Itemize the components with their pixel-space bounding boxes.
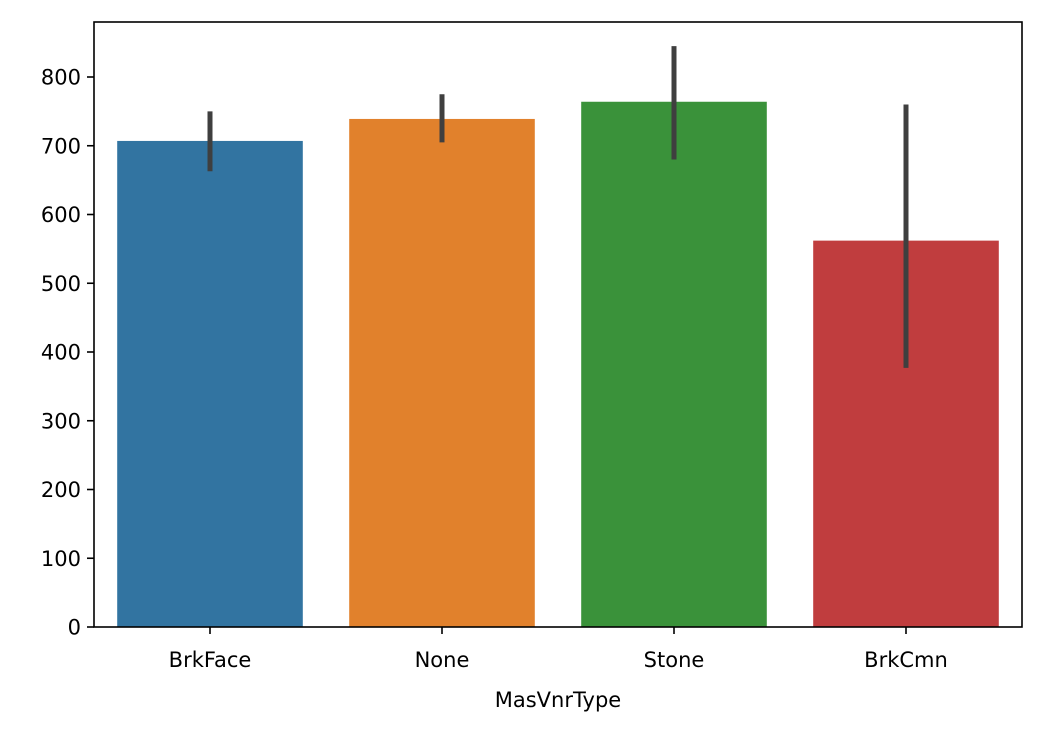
y-tick-label: 600 [41,203,81,227]
bar-stone [581,101,767,627]
x-tick-label: Stone [644,648,705,672]
y-tick-label: 0 [68,616,81,640]
bar-brkface [117,140,303,627]
x-tick-label: BrkFace [169,648,252,672]
x-axis-title: MasVnrType [495,688,621,712]
x-tick-label: None [415,648,470,672]
y-tick-label: 500 [41,272,81,296]
bar-none [349,118,535,627]
x-axis: BrkFace None Stone BrkCmn [169,627,948,672]
y-tick-label: 700 [41,134,81,158]
y-tick-label: 400 [41,341,81,365]
plot-frame [93,21,1023,628]
y-tick-label: 300 [41,409,81,433]
y-tick-label: 200 [41,478,81,502]
bars-group [117,101,999,627]
y-tick-label: 100 [41,547,81,571]
error-bars-group [207,46,909,368]
y-axis: 0 100 200 300 400 500 600 700 800 [41,66,94,640]
x-tick-label: BrkCmn [864,648,948,672]
y-tick-label: 800 [41,66,81,90]
